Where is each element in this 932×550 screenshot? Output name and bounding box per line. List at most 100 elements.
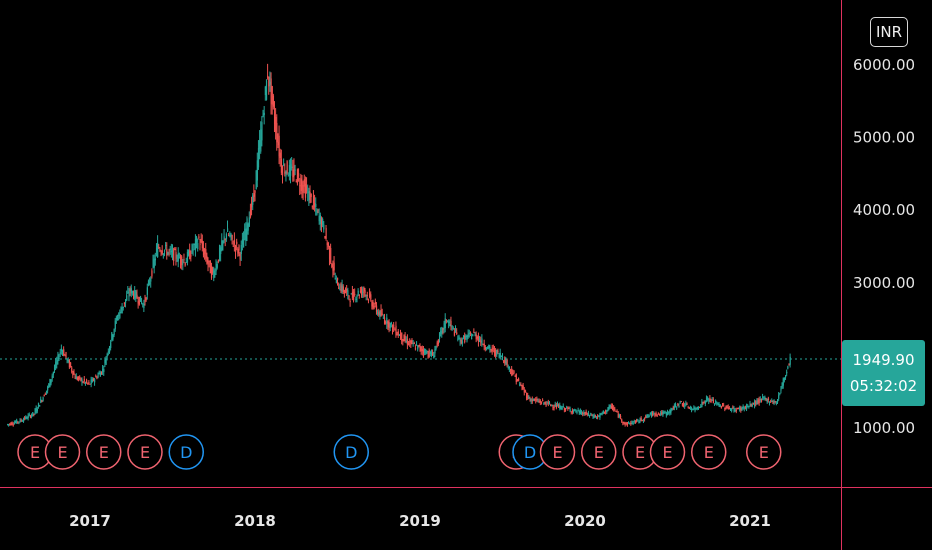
candle-body: [183, 259, 185, 261]
candle-body: [316, 210, 318, 215]
candle-body: [579, 410, 582, 415]
candle-body: [146, 287, 148, 295]
candle-body: [331, 263, 333, 267]
candle-body: [642, 419, 645, 421]
dividend-marker[interactable]: D: [168, 434, 204, 470]
time-tick-label: 2020: [564, 512, 606, 530]
candle-body: [598, 415, 600, 417]
event-letter: E: [57, 443, 67, 462]
candle-body: [80, 377, 82, 381]
candle-body: [256, 160, 258, 181]
event-letter: E: [140, 443, 150, 462]
candle-body: [443, 323, 445, 330]
event-circle: [649, 434, 686, 470]
candle-body: [661, 411, 663, 415]
candle-body: [417, 345, 419, 350]
candle-body: [680, 401, 682, 403]
candle-body: [451, 325, 453, 327]
candle-body: [332, 267, 334, 271]
candle-body: [58, 357, 60, 359]
candle-body: [457, 338, 459, 340]
candle-body: [709, 397, 711, 400]
candle-body: [441, 327, 443, 334]
candle-body: [675, 403, 677, 407]
candle-body: [621, 419, 623, 422]
earnings-marker[interactable]: E: [539, 434, 576, 470]
candle-body: [585, 411, 587, 415]
candle-body: [543, 402, 545, 404]
candle-body: [396, 334, 398, 336]
candle-body: [160, 252, 162, 254]
candle-body: [373, 306, 375, 308]
candle-body: [390, 322, 393, 325]
candle-body: [184, 262, 186, 266]
candle-body: [469, 332, 472, 334]
candle-body: [731, 408, 733, 411]
candle-body: [719, 404, 721, 407]
earnings-marker[interactable]: E: [86, 434, 122, 470]
candle-body: [322, 218, 324, 225]
candle-body: [590, 413, 592, 415]
candle-body: [351, 291, 354, 298]
candle-body: [632, 423, 634, 425]
candle-body: [600, 413, 602, 415]
candle-body: [208, 260, 210, 262]
event-letter: E: [30, 443, 40, 462]
candle-body: [191, 244, 193, 253]
candle-body: [388, 321, 390, 329]
candle-body: [522, 385, 524, 389]
event-letter: E: [594, 443, 604, 462]
candle-body: [561, 407, 563, 410]
candle-body: [654, 414, 656, 416]
candle-body: [550, 404, 552, 406]
candle-body: [200, 238, 202, 243]
earnings-marker[interactable]: E: [127, 434, 163, 470]
dividend-marker[interactable]: D: [333, 434, 369, 470]
candle-body: [168, 250, 170, 252]
candle-body: [466, 335, 468, 341]
candle-body: [750, 403, 752, 407]
candle-body: [106, 353, 108, 357]
candle-body: [87, 382, 89, 384]
earnings-marker[interactable]: E: [622, 434, 658, 470]
candle-body: [235, 245, 237, 252]
candle-body: [472, 334, 474, 337]
candle-body: [671, 409, 673, 411]
candle-body: [558, 404, 560, 408]
candle-body: [409, 341, 411, 343]
candle-body: [39, 405, 41, 407]
candle-body: [518, 378, 520, 381]
earnings-marker[interactable]: E: [44, 434, 81, 470]
candle-body: [144, 300, 146, 302]
currency-badge[interactable]: INR: [870, 17, 908, 47]
earnings-marker[interactable]: E: [746, 434, 782, 470]
candle-body: [103, 369, 105, 373]
candle-body: [63, 349, 65, 356]
candle-body: [272, 95, 275, 107]
candle-body: [762, 396, 764, 398]
candle-body: [165, 245, 167, 247]
candle-body: [174, 249, 176, 251]
earnings-marker[interactable]: E: [649, 434, 686, 470]
candle-body: [566, 406, 568, 408]
candle-body: [278, 135, 280, 157]
candle-body: [496, 349, 498, 355]
candle-body: [493, 349, 496, 354]
candle-body: [13, 422, 16, 425]
candle-body: [16, 419, 18, 424]
candle-body: [78, 376, 80, 380]
candle-body: [708, 399, 710, 402]
earnings-marker[interactable]: E: [581, 434, 617, 470]
candle-body: [210, 266, 213, 278]
candle-body: [452, 327, 454, 329]
candle-body: [775, 402, 778, 404]
dividend-marker[interactable]: D: [512, 434, 548, 470]
candle-body: [60, 348, 63, 352]
earnings-marker[interactable]: E: [691, 434, 727, 470]
candle-body: [35, 407, 37, 414]
candle-body: [392, 325, 394, 331]
candle-body: [150, 278, 152, 282]
candle-body: [283, 164, 285, 166]
event-letter: E: [99, 443, 109, 462]
candle-body: [741, 407, 743, 410]
